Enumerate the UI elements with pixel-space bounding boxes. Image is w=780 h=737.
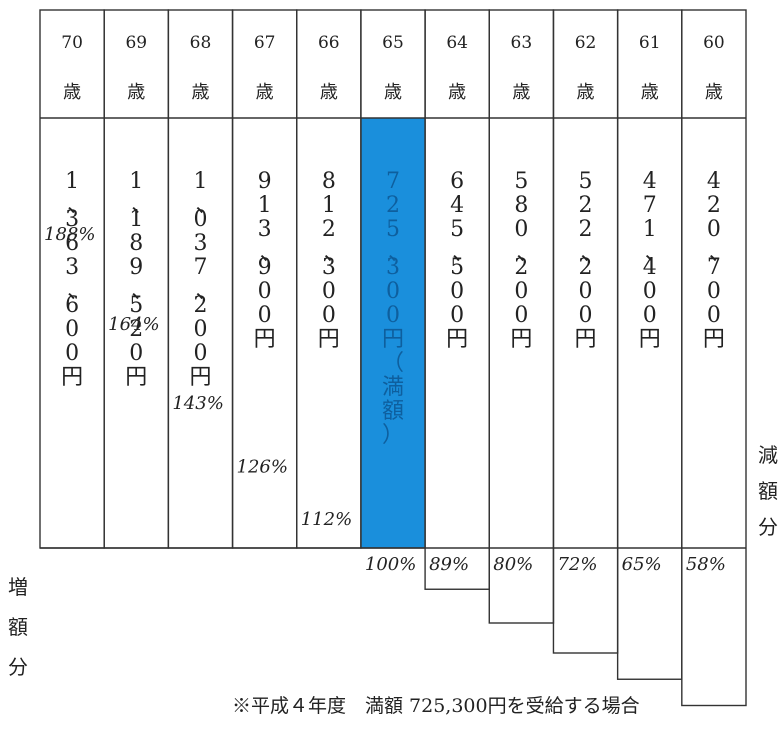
age-label-66: 66 (318, 33, 340, 53)
age-label-60: 60 (703, 33, 725, 53)
age-unit-66: 歳 (320, 82, 338, 103)
amount-label-66: 8 1 2、 3 0 0 円 (318, 169, 346, 352)
amount-label-60: 4 2 0、 7 0 0 円 (703, 169, 731, 352)
age-unit-64: 歳 (448, 82, 466, 103)
age-unit-67: 歳 (256, 82, 274, 103)
percent-label-67: 126% (237, 457, 288, 478)
bar-full-amount (360, 118, 426, 548)
age-label-61: 61 (639, 33, 661, 53)
percent-label-70: 188% (44, 224, 95, 245)
age-label-62: 62 (575, 33, 597, 53)
percent-label-61: 65% (622, 554, 662, 575)
amount-label-65: 7 2 5、 3 0 0 円（満額） (382, 169, 410, 448)
age-label-63: 63 (511, 33, 533, 53)
age-unit-63: 歳 (512, 82, 530, 103)
age-label-70: 70 (61, 33, 83, 53)
age-label-67: 67 (254, 33, 276, 53)
amount-label-67: 9 1 3、 9 0 0 円 (254, 169, 282, 352)
age-label-65: 65 (382, 33, 404, 53)
amount-label-61: 4 7 1、 4 0 0 円 (639, 169, 667, 352)
decrease-label: 減額分 (758, 443, 778, 539)
amount-label-70: 1、 3 6 3、 6 0 0 円 (61, 169, 89, 390)
age-label-68: 68 (190, 33, 212, 53)
age-unit-62: 歳 (577, 82, 595, 103)
amount-label-68: 1、 0 3 7、 2 0 0 円 (189, 169, 217, 390)
amount-label-69: 1、 1 8 9、 5 2 0 円 (125, 169, 153, 390)
percent-label-66: 112% (301, 509, 352, 530)
percent-label-60: 58% (686, 554, 726, 575)
percent-label-64: 89% (429, 554, 469, 575)
age-unit-69: 歳 (127, 82, 145, 103)
percent-label-63: 80% (493, 554, 533, 575)
percent-label-62: 72% (557, 554, 597, 575)
age-unit-68: 歳 (191, 82, 209, 103)
percent-label-68: 143% (172, 393, 223, 414)
amount-label-62: 5 2 2、 2 0 0 円 (575, 169, 603, 352)
age-unit-61: 歳 (641, 82, 659, 103)
percent-label-69: 164% (108, 314, 159, 335)
percent-label-65: 100% (365, 554, 416, 575)
amount-label-64: 6 4 5、 5 0 0 円 (446, 169, 474, 352)
bar-60 (681, 9, 747, 707)
age-unit-65: 歳 (384, 82, 402, 103)
age-unit-60: 歳 (705, 82, 723, 103)
age-label-69: 69 (125, 33, 147, 53)
age-unit-70: 歳 (63, 82, 81, 103)
footnote: ※平成４年度 満額 725,300円を受給する場合 (232, 695, 640, 717)
increase-label: 増額分 (8, 575, 28, 679)
amount-label-63: 5 8 0、 2 0 0 円 (510, 169, 538, 352)
age-label-64: 64 (446, 33, 468, 53)
